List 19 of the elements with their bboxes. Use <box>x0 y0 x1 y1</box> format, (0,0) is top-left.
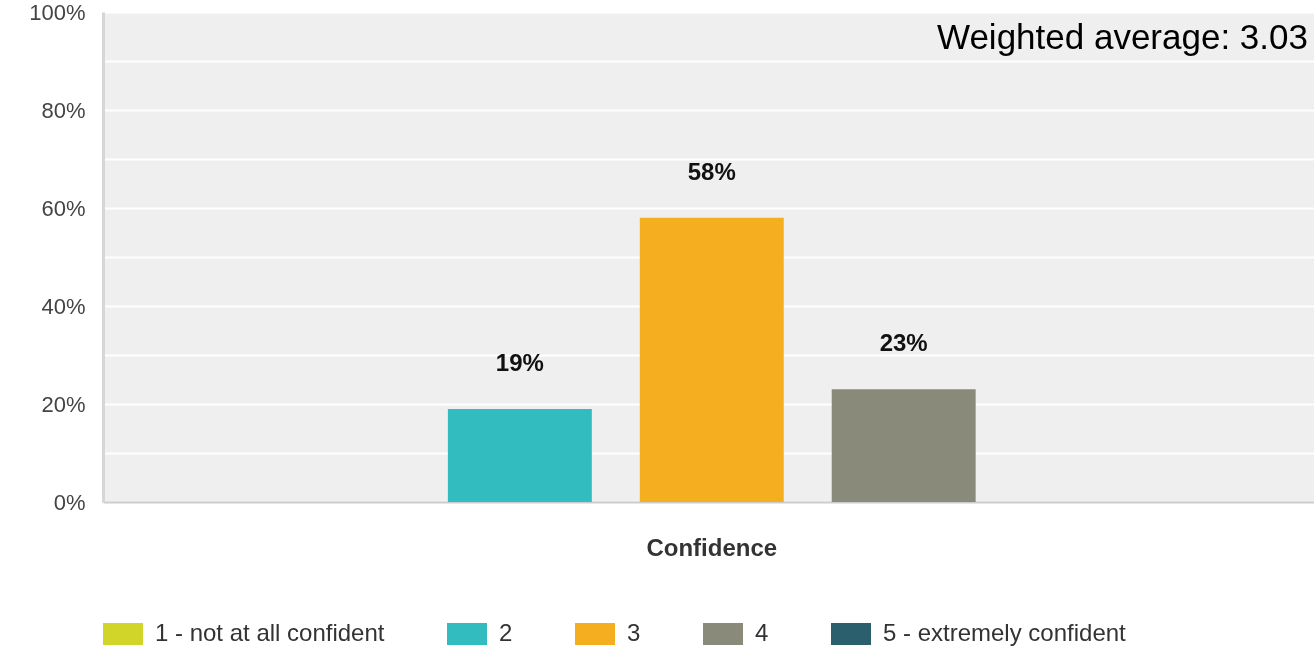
y-tick-label: 40% <box>41 293 86 319</box>
bar <box>831 389 976 502</box>
bar <box>639 217 784 502</box>
annotation: Weighted average: 3.03 <box>936 17 1308 56</box>
y-tick-label: 100% <box>29 0 86 25</box>
legend-label: 5 - extremely confident <box>883 619 1127 646</box>
legend-label: 1 - not at all confident <box>155 619 385 646</box>
data-label: 19% <box>495 348 544 376</box>
bar <box>447 408 592 502</box>
y-tick-label: 0% <box>53 489 86 515</box>
y-tick-label: 80% <box>41 97 86 123</box>
data-label: 23% <box>879 329 928 357</box>
y-tick-label: 20% <box>41 391 86 417</box>
legend-label: 4 <box>755 619 769 646</box>
legend-label: 2 <box>499 619 513 646</box>
x-tick-label: Confidence <box>646 533 778 561</box>
data-label: 58% <box>687 157 736 185</box>
legend-label: 3 <box>627 619 641 646</box>
y-tick-label: 60% <box>41 195 86 221</box>
